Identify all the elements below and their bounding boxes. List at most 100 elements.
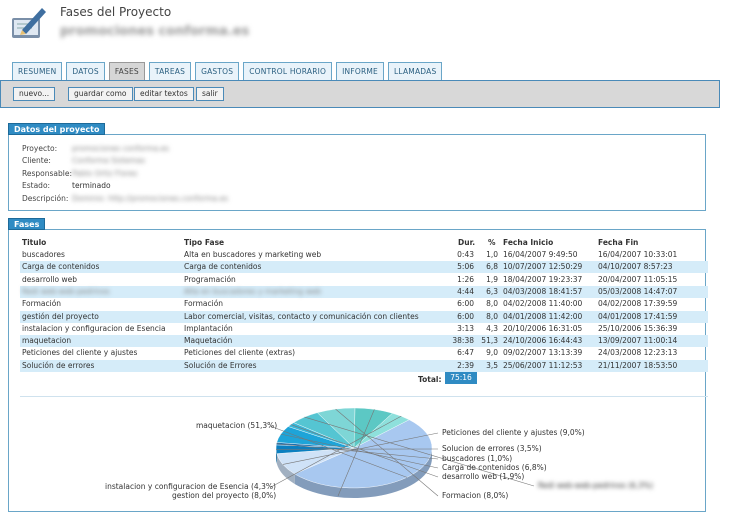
- column-header-percent[interactable]: %: [488, 238, 496, 247]
- cell-type: Labor comercial, visitas, contacto y com…: [184, 311, 419, 321]
- cell-pct: 1,9: [486, 274, 498, 284]
- table-row[interactable]: Carga de contenidos Carga de contenidos 5:…: [20, 261, 708, 274]
- pie-slice-label: Formacion (8,0%): [442, 491, 509, 500]
- tab-fases[interactable]: FASES: [108, 62, 145, 80]
- cell-dur: 6:00: [457, 299, 474, 309]
- field-value: Pablo Ortiz Flores: [72, 169, 138, 178]
- field-label: Estado:: [22, 181, 51, 190]
- cell-end: 04/02/2008 17:39:59: [598, 299, 678, 309]
- cell-start: 04/03/2008 18:41:57: [503, 286, 583, 296]
- cell-start: 18/04/2007 19:23:37: [503, 274, 583, 284]
- cell-title: Formación: [22, 299, 62, 309]
- cell-dur: 0:43: [457, 250, 474, 259]
- pie-leader-line: [335, 408, 439, 497]
- cell-start: 10/07/2007 12:50:29: [503, 262, 583, 272]
- cell-type: Formación: [184, 299, 224, 309]
- pie-leader-line: [276, 443, 439, 460]
- cell-dur: 4:44: [457, 286, 474, 296]
- field-label: Proyecto:: [22, 144, 58, 153]
- table-row[interactable]: buscadores Alta en buscadores y marketing…: [20, 249, 708, 261]
- exit-button[interactable]: salir: [196, 87, 224, 101]
- cell-start: 04/01/2008 11:42:00: [503, 311, 583, 321]
- table-row[interactable]: maquetacion Maquetación 38:38 51,3 24/10/200…: [20, 335, 708, 348]
- table-row[interactable]: Peticiones del cliente y ajustes Peticion…: [20, 347, 708, 359]
- field-value: terminado: [72, 181, 111, 190]
- edit-texts-button[interactable]: editar textos: [134, 87, 194, 101]
- cell-start: 24/10/2006 16:44:43: [503, 336, 583, 346]
- pie-slice-label: buscadores (1,0%): [442, 454, 513, 463]
- pie-slice-label: desarrollo web (1,9%): [442, 472, 525, 481]
- pie-leader-line: [270, 415, 402, 488]
- cell-start: 20/10/2006 16:31:05: [503, 323, 583, 333]
- new-button[interactable]: nuevo...: [13, 87, 56, 101]
- cell-title: gestión del proyecto: [22, 311, 99, 321]
- table-row[interactable]: Solución de errores Solución de Errores 2:…: [20, 359, 708, 372]
- cell-end: 04/10/2007 8:57:23: [598, 262, 673, 272]
- pie-slice-label: gestion del proyecto (8,0%): [172, 491, 277, 500]
- pie-leader-line: [269, 425, 408, 478]
- cell-end: 13/09/2007 11:00:14: [598, 336, 678, 346]
- cell-type: Alta en buscadores y marketing web: [184, 286, 322, 296]
- pie-slice-label: Redi web-web-pedrinos (6,3%): [538, 481, 653, 490]
- cell-title: Carga de contenidos: [22, 262, 100, 272]
- pie-leader-line: [282, 432, 439, 465]
- cell-type: Programación: [184, 274, 236, 284]
- cell-pct: 3,5: [486, 360, 498, 370]
- cell-end: 16/04/2007 10:33:01: [598, 250, 678, 259]
- cell-title: Solución de errores: [22, 360, 95, 370]
- toolbar: nuevo... guardar como editar textos sali…: [0, 80, 720, 108]
- cell-end: 04/01/2008 17:41:59: [598, 311, 678, 321]
- cell-title: Redi web-web-pedrinos: [22, 286, 110, 296]
- tab-datos[interactable]: DATOS: [66, 62, 105, 80]
- tab-gastos[interactable]: GASTOS: [195, 62, 240, 80]
- cell-type: Alta en buscadores y marketing web: [184, 250, 322, 259]
- column-header-end[interactable]: Fecha Fin: [598, 238, 639, 247]
- cell-dur: 6:00: [457, 311, 474, 321]
- cell-type: Solución de Errores: [184, 360, 257, 370]
- cell-pct: 6,8: [486, 262, 498, 272]
- cell-type: Maquetación: [184, 336, 233, 346]
- field-value: Conforma Sistemas: [72, 156, 146, 165]
- tab-resumen[interactable]: RESUMEN: [12, 62, 63, 80]
- cell-end: 20/04/2007 11:05:15: [598, 274, 678, 284]
- column-header-type[interactable]: Tipo Fase: [184, 238, 225, 247]
- pie-slice-label: Solucion de errores (3,5%): [442, 444, 542, 453]
- tab-llamadas[interactable]: LLAMADAS: [388, 62, 443, 80]
- column-header-duration[interactable]: Dur.: [458, 238, 476, 247]
- cell-title: maquetacion: [22, 336, 72, 346]
- tab-tareas[interactable]: TAREAS: [148, 62, 192, 80]
- pie-leader-line: [280, 433, 439, 469]
- table-row[interactable]: gestión del proyecto Labor comercial, vis…: [20, 310, 708, 323]
- edit-document-icon: [12, 8, 46, 38]
- pie-slice-side: [294, 448, 432, 498]
- cell-pct: 9,0: [486, 348, 498, 358]
- pie-slice-label: Peticiones del cliente y ajustes (9,0%): [442, 428, 585, 437]
- field-label: Descripción:: [22, 194, 69, 203]
- tab-control-horario[interactable]: CONTROL HORARIO: [243, 62, 333, 80]
- cell-type: Implantación: [184, 323, 233, 333]
- save-as-button[interactable]: guardar como: [68, 87, 133, 101]
- table-row[interactable]: instalacion y configuracion de Esencia Im…: [20, 323, 708, 335]
- cell-start: 16/04/2007 9:49:50: [503, 250, 578, 259]
- cell-dur: 2:39: [457, 360, 474, 370]
- tab-bar: RESUMEN DATOS FASES TAREAS GASTOS CONTROL HOR…: [12, 62, 443, 80]
- cell-start: 09/02/2007 13:13:39: [503, 348, 583, 358]
- tab-informe[interactable]: INFORME: [336, 62, 385, 80]
- page-title: Fases del Proyecto: [60, 5, 172, 19]
- project-data-title: Datos del proyecto: [8, 123, 106, 135]
- pie-slice-label: instalacion y configuracion de Esencia (…: [105, 482, 276, 491]
- column-header-start[interactable]: Fecha Inicio: [503, 238, 554, 247]
- cell-title: desarrollo web: [22, 274, 77, 284]
- cell-title: Peticiones del cliente y ajustes: [22, 348, 138, 358]
- field-label: Cliente:: [22, 156, 51, 165]
- page-header: Fases del Proyecto promociones conforma.…: [0, 0, 730, 58]
- column-header-title[interactable]: Titulo: [22, 238, 47, 247]
- cell-pct: 6,3: [486, 286, 498, 296]
- table-row[interactable]: Formación Formación 6:00 8,0 04/02/2008 11:4…: [20, 298, 708, 310]
- cell-pct: 1,0: [486, 250, 498, 259]
- divider: [20, 396, 708, 397]
- table-row[interactable]: desarrollo web Programación 1:26 1,9 18/04/2…: [20, 274, 708, 286]
- table-row[interactable]: Redi web-web-pedrinos Alta en buscadores …: [20, 285, 708, 298]
- cell-pct: 51,3: [481, 336, 498, 346]
- pie-slice-label: Carga de contenidos (6,8%): [442, 463, 547, 472]
